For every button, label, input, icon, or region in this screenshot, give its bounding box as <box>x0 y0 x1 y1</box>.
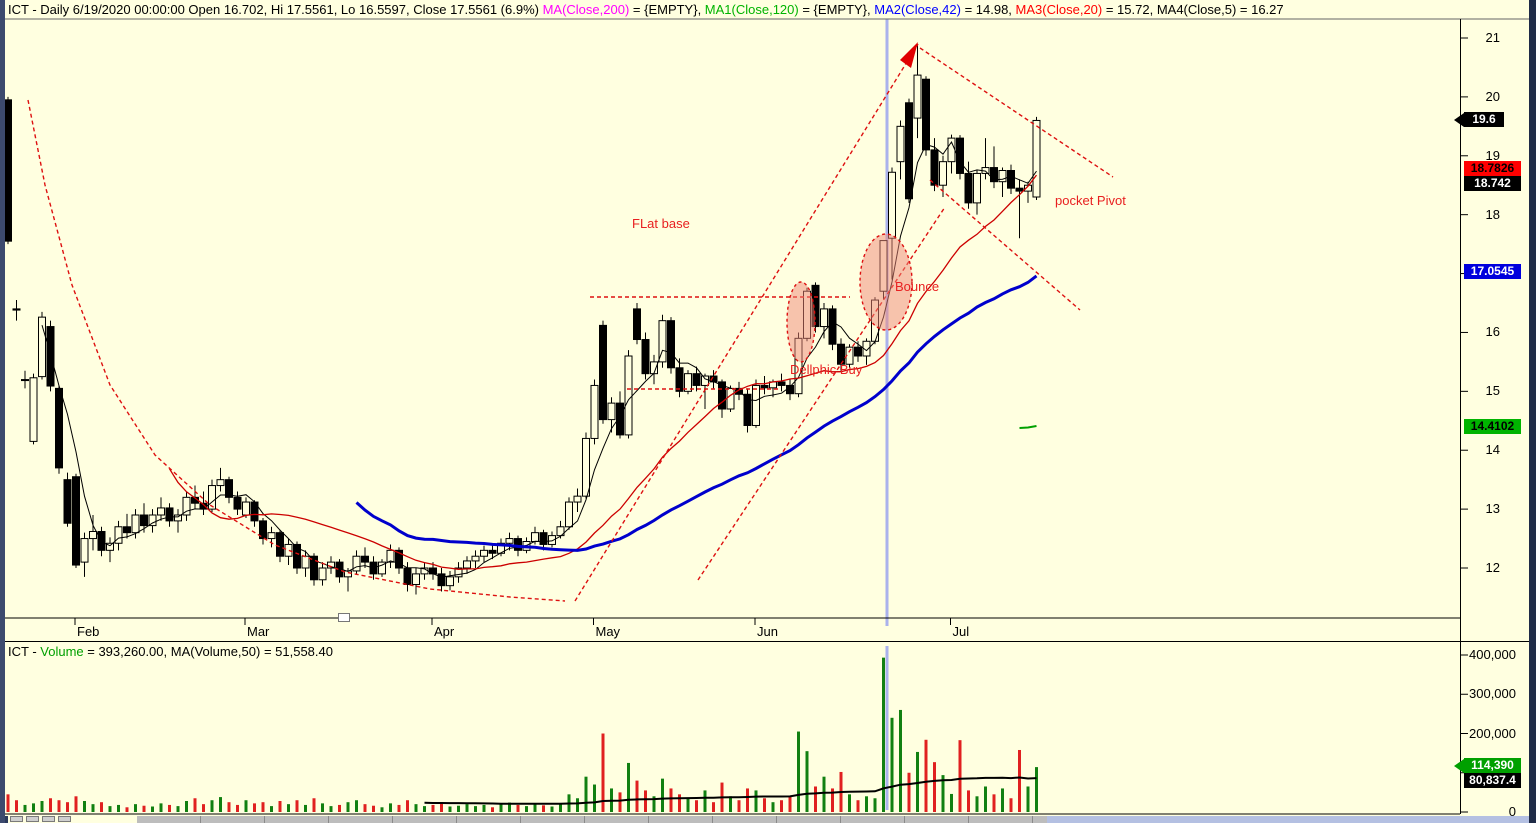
header-segment: Volume <box>40 644 84 659</box>
volume-axis-label: 300,000 <box>1469 686 1516 702</box>
header-segment: ICT - Daily 6/19/2020 00:00:00 Open 16.7… <box>8 2 543 17</box>
scrollbar-divider <box>904 816 905 823</box>
badge-arrow-icon <box>1454 113 1464 127</box>
price-axis-label: 18 <box>1485 206 1500 222</box>
annotation-flat-base: FLat base <box>632 216 690 231</box>
price-axis-label: 12 <box>1485 560 1500 575</box>
scrollbar-track[interactable] <box>1047 816 1536 823</box>
scrollbar-divider <box>200 816 201 823</box>
header-segment: = 393,260.00, MA(Volume,50) = 51,558.40 <box>83 644 333 659</box>
month-label-apr: Apr <box>434 624 455 639</box>
scrollbar-divider <box>648 816 649 823</box>
price-axis-label: 13 <box>1485 501 1500 517</box>
left-window-border <box>0 0 5 823</box>
header-segment: = {EMPTY}, <box>798 2 875 17</box>
header-segment: MA2(Close,42) <box>874 2 961 17</box>
scrollbar-divider <box>776 816 777 823</box>
price-axis-label: 20 <box>1485 88 1500 104</box>
axis-value-badge: 18.7826 <box>1464 161 1521 176</box>
month-label-may: May <box>595 624 621 639</box>
scrollbar-divider <box>968 816 969 823</box>
scrollbar-divider <box>1032 816 1033 823</box>
month-label-jul: Jul <box>952 624 970 639</box>
scrollbar-button[interactable] <box>26 816 39 822</box>
scrollbar-button[interactable] <box>10 816 23 822</box>
month-label-feb: Feb <box>77 624 100 639</box>
header-segment: MA3(Close,20) <box>1015 2 1103 17</box>
volume-axis-label: 400,000 <box>1469 647 1516 662</box>
header-segment: MA1(Close,120) <box>704 2 799 17</box>
price-axis-label: 21 <box>1485 30 1500 45</box>
scrollbar-thumb[interactable] <box>137 816 1047 823</box>
horizontal-scrollbar[interactable] <box>0 816 1536 823</box>
volume-pane-header: ICT - Volume = 393,260.00, MA(Volume,50)… <box>8 644 333 659</box>
volume-axis-label: 0 <box>1508 804 1516 819</box>
price-axis-label: 15 <box>1485 383 1500 399</box>
scrollbar-divider <box>520 816 521 823</box>
header-segment: MA(Close,200) <box>542 2 630 17</box>
pane-splitter-handle[interactable] <box>338 613 350 622</box>
axis-value-badge: 14.4102 <box>1464 419 1521 434</box>
right-window-border <box>1529 0 1536 823</box>
scrollbar-divider <box>264 816 265 823</box>
month-label-mar: Mar <box>247 624 270 639</box>
axis-value-badge: 18.742 <box>1464 176 1521 191</box>
header-segment: = 14.98, <box>960 2 1016 17</box>
month-label-jun: Jun <box>757 624 778 639</box>
scrollbar-divider <box>328 816 329 823</box>
header-segment: MA4(Close,5) = 16.27 <box>1156 2 1284 17</box>
axis-value-badge: 80,837.4 <box>1464 773 1521 788</box>
scrollbar-divider <box>392 816 393 823</box>
annotation-bounce: Bounce <box>895 279 940 294</box>
axis-value-badge: 17.0545 <box>1464 264 1521 279</box>
price-axis-label: 14 <box>1485 442 1500 458</box>
axis-value-badge: 19.6 <box>1464 112 1504 127</box>
annotation-dellphic-buy: Dellphic Buy <box>790 362 863 377</box>
price-axis-label: 16 <box>1485 324 1500 340</box>
header-segment: = 15.72, <box>1102 2 1157 17</box>
annotation-pocket-pivot: pocket Pivot <box>1055 193 1126 208</box>
scrollbar-divider <box>456 816 457 823</box>
header-segment: ICT - <box>8 644 41 659</box>
badge-arrow-icon <box>1454 759 1464 773</box>
price-axis-label: 19 <box>1485 147 1500 163</box>
scrollbar-button[interactable] <box>58 816 71 822</box>
scrollbar-divider <box>840 816 841 823</box>
header-segment: = {EMPTY}, <box>629 2 705 17</box>
scrollbar-divider <box>712 816 713 823</box>
volume-axis-label: 200,000 <box>1469 725 1516 741</box>
price-pane-header: ICT - Daily 6/19/2020 00:00:00 Open 16.7… <box>8 2 1284 17</box>
scrollbar-divider <box>584 816 585 823</box>
scrollbar-button[interactable] <box>42 816 55 822</box>
axis-value-badge: 114,390 <box>1464 758 1521 773</box>
